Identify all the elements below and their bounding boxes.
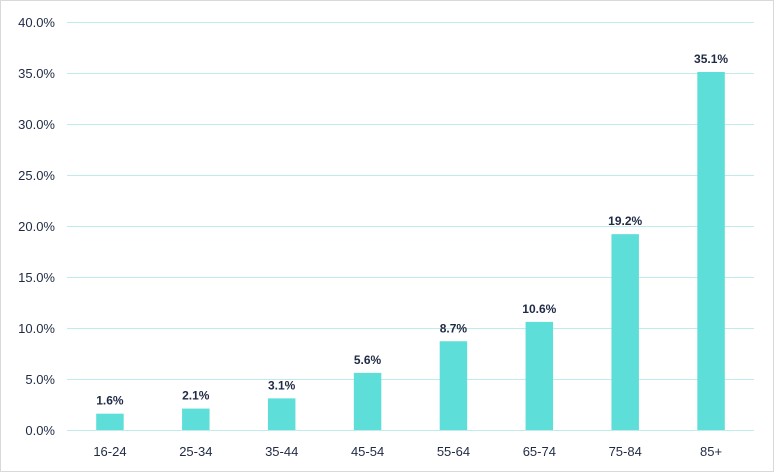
- data-label: 8.7%: [440, 321, 468, 335]
- data-label: 5.6%: [354, 353, 382, 367]
- x-tick-label: 65-74: [523, 444, 556, 459]
- y-tick-label: 25.0%: [18, 168, 55, 183]
- x-tick-label: 55-64: [437, 444, 470, 459]
- y-tick-label: 40.0%: [18, 15, 55, 30]
- x-tick-label: 45-54: [351, 444, 384, 459]
- y-tick-label: 30.0%: [18, 117, 55, 132]
- x-tick-label: 85+: [700, 444, 722, 459]
- data-label: 10.6%: [522, 302, 556, 316]
- bars: [96, 71, 725, 430]
- gridlines: [67, 22, 754, 431]
- y-axis-tick-labels: 0.0% 5.0% 10.0% 15.0% 20.0% 25.0% 30.0% 35.0% 40…: [18, 15, 55, 438]
- bar: [439, 341, 468, 430]
- y-tick-label: 20.0%: [18, 219, 55, 234]
- y-tick-label: 0.0%: [25, 423, 55, 438]
- bar: [697, 71, 725, 430]
- data-label: 19.2%: [608, 214, 642, 228]
- data-label: 2.1%: [182, 389, 210, 403]
- x-axis-tick-labels: 16-24 25-34 35-44 45-54 55-64 65-74 75-84 85+: [93, 444, 722, 459]
- bar: [267, 398, 296, 430]
- x-tick-label: 25-34: [179, 444, 212, 459]
- bar: [96, 413, 124, 430]
- data-label: 3.1%: [268, 378, 296, 392]
- bar: [353, 372, 382, 430]
- bar: [182, 408, 210, 430]
- y-tick-label: 5.0%: [25, 372, 55, 387]
- y-tick-label: 35.0%: [18, 66, 55, 81]
- bar: [611, 234, 639, 430]
- x-tick-label: 75-84: [609, 444, 642, 459]
- x-tick-label: 16-24: [93, 444, 126, 459]
- bar: [525, 321, 554, 430]
- y-tick-label: 10.0%: [18, 321, 55, 336]
- data-labels: 1.6% 2.1% 3.1% 5.6% 8.7% 10.6% 19.2% 35.1%: [96, 52, 728, 408]
- data-label: 1.6%: [96, 394, 124, 408]
- x-tick-label: 35-44: [265, 444, 298, 459]
- data-label: 35.1%: [694, 52, 728, 66]
- y-tick-label: 15.0%: [18, 270, 55, 285]
